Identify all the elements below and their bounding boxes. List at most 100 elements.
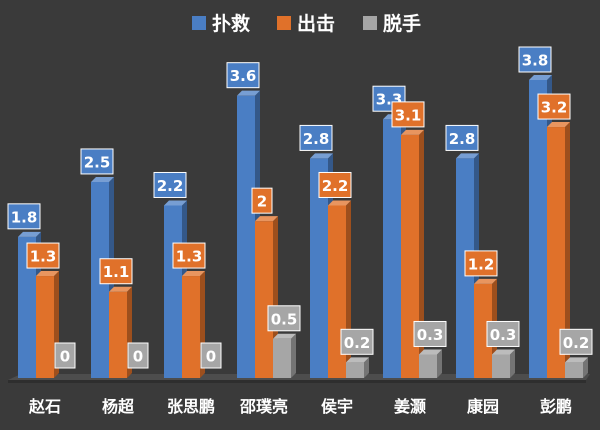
bar-扑救-张思鹏 [164, 205, 182, 378]
bar-出击-康园 [474, 283, 492, 378]
bar-top-脱手-侯宇 [346, 357, 369, 363]
data-label-脱手-侯宇: 0.2 [340, 328, 374, 355]
category-label: 姜灏 [394, 397, 426, 416]
bar-top-脱手-邵璞亮 [273, 333, 296, 339]
data-label-出击-彭鹏: 3.2 [537, 93, 571, 120]
legend-item-出击: 出击 [277, 12, 335, 35]
legend-item-脱手: 脱手 [363, 12, 421, 35]
data-label-出击-赵石: 1.3 [26, 242, 60, 269]
data-label-扑救-康园: 2.8 [445, 124, 479, 151]
data-label-box [80, 148, 114, 175]
data-label-text: 1.3 [176, 248, 203, 266]
data-label-text: 0 [133, 348, 143, 366]
bar-top-扑救-邵璞亮 [237, 90, 260, 96]
data-label-text: 3.8 [522, 52, 549, 70]
bar-出击-杨超 [109, 291, 127, 378]
bar-top-出击-侯宇 [328, 200, 351, 206]
bar-脱手-姜灏 [419, 354, 437, 378]
bar-扑救-侯宇 [310, 158, 328, 378]
data-label-脱手-康园: 0.3 [486, 320, 520, 347]
bar-side-脱手-彭鹏 [583, 357, 588, 378]
legend-label: 脱手 [383, 12, 421, 35]
data-label-box [299, 124, 333, 151]
data-label-box [559, 328, 593, 355]
bar-top-出击-彭鹏 [547, 122, 570, 128]
bar-side-出击-彭鹏 [565, 122, 570, 378]
bar-出击-姜灏 [401, 134, 419, 378]
bar-扑救-邵璞亮 [237, 95, 255, 379]
data-label-text: 0.5 [271, 310, 298, 328]
data-label-text: 2 [257, 193, 267, 211]
data-label-出击-康园: 1.2 [464, 250, 498, 277]
data-label-box [391, 101, 425, 128]
bar-出击-张思鹏 [182, 276, 200, 378]
bar-top-扑救-张思鹏 [164, 200, 187, 206]
data-label-box [464, 250, 498, 277]
bar-top-扑救-彭鹏 [529, 75, 552, 80]
data-label-box [340, 328, 374, 355]
bar-扑救-姜灏 [383, 119, 401, 379]
data-label-box [54, 342, 76, 369]
data-label-box [226, 62, 260, 89]
bar-top-出击-邵璞亮 [255, 216, 278, 222]
data-label-脱手-张思鹏: 0 [200, 342, 222, 369]
bar-top-脱手-姜灏 [419, 349, 442, 355]
bar-扑救-赵石 [18, 236, 36, 378]
data-label-脱手-彭鹏: 0.2 [559, 328, 593, 355]
bar-side-脱手-康园 [510, 349, 515, 378]
data-label-text: 0.2 [563, 334, 590, 352]
data-label-box [318, 171, 352, 198]
data-label-text: 3.1 [395, 106, 422, 124]
category-label: 彭鹏 [540, 397, 572, 416]
data-label-box [127, 342, 149, 369]
legend-swatch [363, 16, 377, 30]
data-label-box [172, 242, 206, 269]
data-label-text: 0.3 [490, 326, 517, 344]
bar-脱手-邵璞亮 [273, 338, 291, 378]
data-label-扑救-张思鹏: 2.2 [153, 171, 187, 198]
legend-item-扑救: 扑救 [192, 12, 250, 35]
legend-label: 扑救 [212, 12, 250, 35]
bar-side-出击-姜灏 [419, 129, 424, 378]
data-label-text: 2.5 [84, 153, 111, 171]
data-label-box [518, 46, 552, 73]
bar-top-出击-杨超 [109, 286, 132, 292]
bar-脱手-侯宇 [346, 362, 364, 378]
category-labels-layer: 赵石 杨超 张思鹏 邵璞亮 侯宇 姜灏 康园 彭鹏 [28, 397, 572, 416]
legend-label: 出击 [297, 12, 335, 35]
data-label-出击-邵璞亮: 2 [251, 187, 273, 214]
data-label-box [486, 320, 520, 347]
bar-脱手-康园 [492, 354, 510, 378]
data-label-text: 1.3 [30, 248, 57, 266]
bar-top-扑救-赵石 [18, 231, 41, 237]
data-label-box [251, 187, 273, 214]
data-label-出击-姜灏: 3.1 [391, 101, 425, 128]
bar-top-出击-张思鹏 [182, 271, 205, 277]
data-label-text: 3.6 [230, 67, 257, 85]
data-label-text: 0 [60, 348, 70, 366]
category-label: 赵石 [28, 397, 61, 416]
data-label-扑救-杨超: 2.5 [80, 148, 114, 175]
data-label-box [445, 124, 479, 151]
data-label-box [537, 93, 571, 120]
data-label-text: 2.2 [322, 177, 349, 195]
data-label-box [26, 242, 60, 269]
bar-脱手-彭鹏 [565, 362, 583, 378]
legend: 扑救 出击 脱手 [192, 12, 421, 35]
data-label-box [99, 258, 133, 285]
bar-出击-邵璞亮 [255, 221, 273, 378]
bar-top-出击-姜灏 [401, 129, 424, 135]
data-label-text: 1.1 [103, 263, 130, 281]
data-label-text: 0.3 [417, 326, 444, 344]
bar-side-脱手-邵璞亮 [291, 333, 296, 378]
data-label-text: 1.2 [468, 255, 495, 273]
bar-top-脱手-彭鹏 [565, 357, 588, 363]
data-label-脱手-杨超: 0 [127, 342, 149, 369]
bar-side-脱手-姜灏 [437, 349, 442, 378]
data-label-扑救-彭鹏: 3.8 [518, 46, 552, 73]
data-label-box [200, 342, 222, 369]
data-label-box [7, 203, 41, 230]
data-label-text: 0.2 [344, 334, 371, 352]
data-label-脱手-赵石: 0 [54, 342, 76, 369]
